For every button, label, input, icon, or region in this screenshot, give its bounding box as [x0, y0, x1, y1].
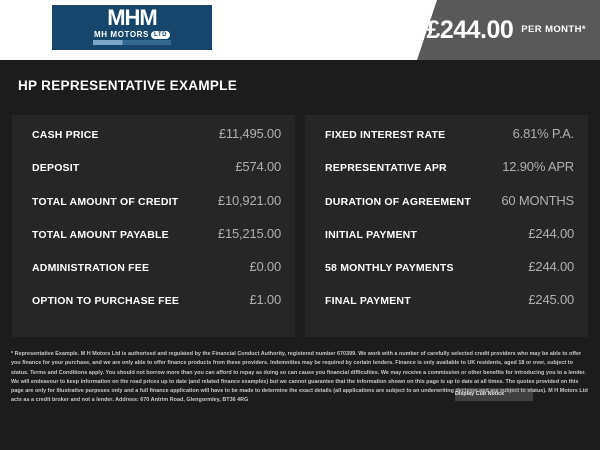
overlay-notice[interactable]: Display Cub Notice: [455, 388, 533, 401]
monthly-price-period: PER MONTH*: [521, 23, 586, 35]
row-value: £0.00: [249, 259, 281, 275]
price-banner-content: £244.00 PER MONTH*: [426, 0, 586, 60]
table-row: DURATION OF AGREEMENT 60 MONTHS: [325, 193, 574, 226]
mh-motors-logo[interactable]: MHM MH MOTORS LTD: [52, 5, 212, 50]
table-row: 58 MONTHLY PAYMENTS £244.00: [325, 259, 574, 292]
page-title: HP REPRESENTATIVE EXAMPLE: [18, 78, 238, 93]
row-value: £11,495.00: [218, 126, 281, 141]
logo-wordmark: MH MOTORS LTD: [52, 30, 212, 39]
logo-ltd-badge: LTD: [151, 31, 171, 39]
table-row: INITIAL PAYMENT £244.00: [325, 226, 574, 259]
row-label: CASH PRICE: [32, 129, 99, 141]
row-label: REPRESENTATIVE APR: [325, 162, 447, 175]
table-row: DEPOSIT £574.00: [32, 159, 281, 192]
row-value: 60 MONTHS: [501, 192, 574, 208]
row-value: £245.00: [528, 292, 574, 308]
row-label: DEPOSIT: [32, 162, 80, 175]
logo-mark-text: MHM: [107, 5, 158, 30]
row-label: DURATION OF AGREEMENT: [325, 195, 471, 208]
row-label: TOTAL AMOUNT OF CREDIT: [32, 195, 179, 208]
row-label: FINAL PAYMENT: [325, 295, 411, 308]
table-row: TOTAL AMOUNT OF CREDIT £10,921.00: [32, 193, 281, 226]
table-row: FIXED INTEREST RATE 6.81% P.A.: [325, 126, 574, 159]
finance-details-panels: CASH PRICE £11,495.00 DEPOSIT £574.00 TO…: [12, 115, 588, 337]
row-label: OPTION TO PURCHASE FEE: [32, 295, 180, 308]
table-row: REPRESENTATIVE APR 12.90% APR: [325, 159, 574, 192]
right-details-panel: FIXED INTEREST RATE 6.81% P.A. REPRESENT…: [305, 115, 588, 337]
row-label: 58 MONTHLY PAYMENTS: [325, 262, 454, 275]
price-banner: [417, 0, 600, 60]
row-value: 12.90% APR: [502, 159, 574, 175]
row-label: INITIAL PAYMENT: [325, 228, 418, 241]
table-row: ADMINISTRATION FEE £0.00: [32, 259, 281, 292]
table-row: CASH PRICE £11,495.00: [32, 126, 281, 159]
table-row: FINAL PAYMENT £245.00: [325, 292, 574, 325]
table-row: TOTAL AMOUNT PAYABLE £15,215.00: [32, 226, 281, 259]
row-label: TOTAL AMOUNT PAYABLE: [32, 228, 169, 241]
row-value: £1.00: [249, 292, 281, 308]
row-label: FIXED INTEREST RATE: [325, 129, 446, 141]
row-value: £244.00: [528, 259, 574, 275]
table-row: OPTION TO PURCHASE FEE £1.00: [32, 292, 281, 325]
row-value: £10,921.00: [217, 192, 281, 208]
row-value: 6.81% P.A.: [512, 126, 575, 141]
row-value: £574.00: [235, 159, 281, 175]
footer-disclaimer: * Representative Example. M H Motors Ltd…: [11, 351, 588, 404]
monthly-price-amount: £244.00: [426, 16, 514, 44]
left-details-panel: CASH PRICE £11,495.00 DEPOSIT £574.00 TO…: [12, 115, 295, 337]
logo-accent-strip: [93, 40, 171, 45]
logo-wordmark-text: MH MOTORS: [93, 30, 149, 39]
row-value: £15,215.00: [217, 225, 281, 241]
page-header: MHM MH MOTORS LTD £244.00 PER MONTH*: [0, 0, 600, 60]
row-value: £244.00: [528, 225, 574, 241]
row-label: ADMINISTRATION FEE: [32, 262, 150, 275]
